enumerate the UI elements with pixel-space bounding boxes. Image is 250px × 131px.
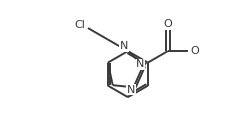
Text: N: N <box>120 42 128 51</box>
Text: Cl: Cl <box>74 20 85 31</box>
Text: O: O <box>190 46 199 56</box>
Text: N: N <box>136 59 144 69</box>
Text: N: N <box>127 85 135 95</box>
Text: O: O <box>164 19 172 29</box>
